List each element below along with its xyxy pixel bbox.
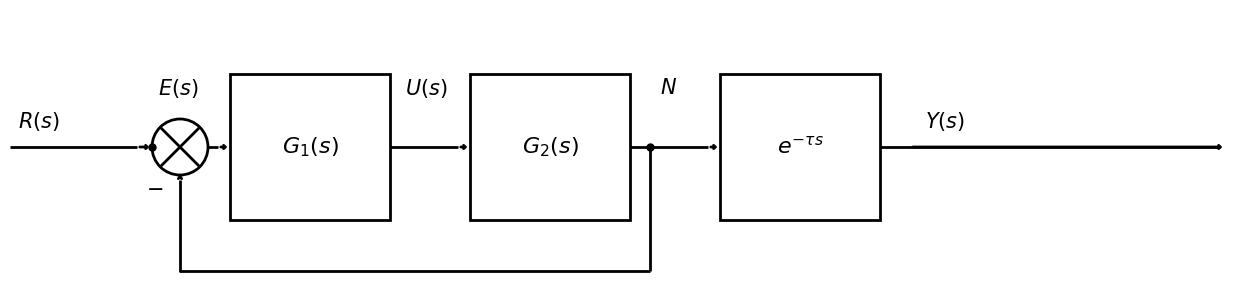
- Text: $-$: $-$: [146, 178, 164, 197]
- FancyBboxPatch shape: [470, 74, 630, 220]
- Text: $N$: $N$: [660, 78, 677, 98]
- Text: $Y(s)$: $Y(s)$: [925, 110, 965, 132]
- Text: $G_2(s)$: $G_2(s)$: [522, 135, 578, 159]
- Text: $e^{-\tau s}$: $e^{-\tau s}$: [776, 136, 823, 158]
- Text: $G_1(s)$: $G_1(s)$: [281, 135, 339, 159]
- Text: $E(s)$: $E(s)$: [157, 76, 198, 100]
- FancyBboxPatch shape: [229, 74, 391, 220]
- FancyBboxPatch shape: [720, 74, 880, 220]
- Text: $U(s)$: $U(s)$: [405, 76, 448, 100]
- Text: $R(s)$: $R(s)$: [19, 110, 60, 132]
